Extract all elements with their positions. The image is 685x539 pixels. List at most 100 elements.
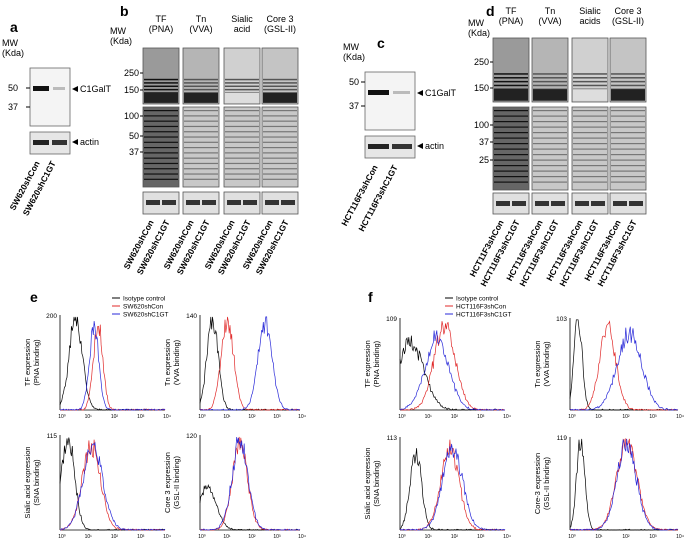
blot: [225, 110, 259, 112]
blot: [184, 82, 218, 84]
blot: [494, 84, 528, 87]
blot: [144, 85, 178, 88]
blot: [52, 140, 67, 145]
blot: [265, 200, 279, 205]
label: 10³: [477, 414, 485, 420]
blot: [533, 80, 567, 83]
blot: [263, 82, 297, 84]
blot: [184, 141, 218, 143]
blot: [29, 67, 71, 127]
blot: [263, 152, 297, 154]
label: 100: [474, 120, 489, 130]
label: 115: [47, 433, 58, 440]
arrow: [72, 86, 78, 92]
blot: [364, 135, 416, 159]
label: Sialic: [231, 14, 253, 24]
label: 37: [8, 102, 18, 112]
histogram-curve: [400, 321, 505, 411]
blot: [144, 178, 178, 180]
blot: [535, 201, 549, 206]
label: SW620shC1GT: [123, 312, 169, 319]
blot: [184, 78, 218, 81]
blot: [33, 86, 49, 91]
blot: [494, 154, 528, 156]
label: 10⁰: [398, 414, 406, 420]
label: 150: [124, 85, 139, 95]
blot: [184, 88, 218, 91]
blot: [533, 126, 567, 128]
label: acids: [579, 16, 601, 26]
label: (Kda): [2, 48, 24, 58]
label: 10⁴: [503, 534, 511, 539]
arrow: [72, 139, 78, 145]
histogram-curve: [399, 330, 505, 411]
label: (PNA binding): [372, 340, 381, 387]
label: MW: [468, 18, 484, 28]
blot: [494, 148, 528, 150]
blot: [494, 181, 528, 183]
blot: [531, 192, 569, 215]
blot: [225, 120, 259, 122]
blot: [225, 147, 259, 149]
blot: [202, 200, 216, 205]
blot: [533, 121, 567, 123]
label: 50: [8, 83, 18, 93]
blot: [225, 152, 259, 154]
blot: [225, 88, 259, 91]
label: (GSL-II binding): [172, 456, 181, 509]
label: 10³: [477, 534, 485, 539]
blot: [611, 159, 645, 161]
blot: [611, 170, 645, 172]
label: 119: [557, 435, 568, 442]
label: 10³: [649, 414, 657, 420]
blot: [573, 148, 607, 150]
blot: [263, 168, 297, 170]
blot: [243, 200, 257, 205]
histogram-curve: [200, 436, 301, 531]
blot: [611, 77, 645, 79]
blot: [263, 88, 297, 91]
label: Tn: [545, 6, 556, 16]
blot: [263, 85, 297, 88]
histogram-curve: [569, 326, 679, 411]
blot: [263, 78, 297, 81]
blot: [263, 125, 297, 128]
label: 250: [124, 68, 139, 78]
blot: [144, 120, 178, 122]
arrow: [417, 90, 423, 96]
blot: [533, 110, 567, 112]
arrow: [417, 143, 423, 149]
label: 37: [129, 147, 139, 157]
blot: [611, 80, 645, 83]
blot: [184, 147, 218, 149]
histogram-curve: [399, 443, 506, 531]
label: 10²: [248, 414, 256, 420]
blot: [144, 162, 178, 165]
blot: [225, 82, 259, 84]
blot: [364, 71, 416, 131]
label: 10¹: [223, 414, 231, 420]
blot: [184, 110, 218, 112]
label: acid: [234, 24, 251, 34]
label: 10⁴: [676, 414, 684, 420]
label: 25: [479, 155, 489, 165]
histogram-curve: [399, 335, 506, 411]
blot: [611, 110, 645, 112]
blot: [573, 80, 607, 83]
blot: [182, 191, 220, 215]
blot: [225, 157, 259, 159]
blot: [573, 137, 607, 139]
label: 10⁴: [163, 534, 171, 539]
blot: [144, 141, 178, 143]
blot: [533, 143, 567, 145]
label: 10¹: [425, 534, 433, 539]
blot: [611, 176, 645, 178]
blot: [611, 84, 645, 87]
label: 10³: [649, 534, 657, 539]
blot: [573, 110, 607, 112]
label: MW: [2, 38, 18, 48]
blot: [144, 125, 178, 128]
label: TF expression: [363, 340, 372, 388]
blot: [184, 125, 218, 128]
